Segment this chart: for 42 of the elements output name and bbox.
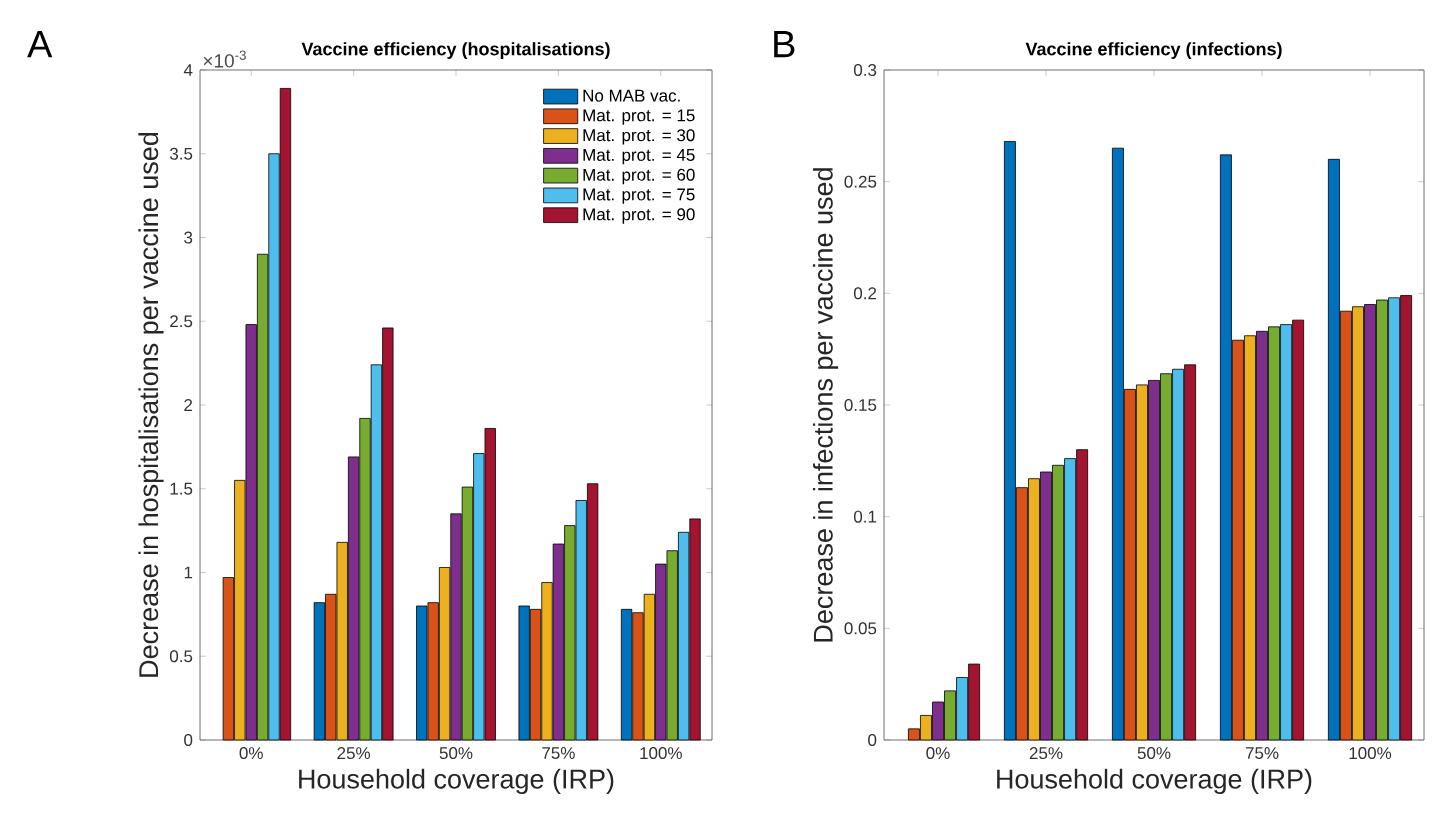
x-axis-title: Household coverage (IRP) [299, 768, 614, 795]
y-tick-label: 0 [868, 734, 877, 747]
y-tick-label: 0.05 [844, 622, 877, 635]
legend-label: Mat. prot. = 30 [583, 129, 695, 145]
y-tick-label: 1.5 [170, 482, 193, 495]
x-tick-label: 0% [926, 747, 950, 760]
x-axis-title: Household coverage (IRP) [997, 768, 1312, 795]
x-tick-label: 50% [1137, 747, 1171, 760]
legend-label: No MAB vac. [583, 89, 680, 102]
y-tick-label: 1 [184, 566, 193, 579]
y-tick-label: 0.1 [853, 510, 877, 523]
x-tick-label: 25% [337, 747, 371, 760]
x-tick-label: 100% [1349, 747, 1392, 760]
y-tick-label: 0 [184, 734, 193, 747]
y-tick-label: 2.5 [170, 315, 193, 328]
y-tick-label: 3 [184, 231, 193, 244]
y-tick-label: 0.2 [853, 287, 877, 300]
y-axis-title: Decrease in hospitalisations per vaccine used [138, 132, 164, 677]
y-tick-label: 3.5 [169, 147, 193, 160]
y-tick-label: 4 [183, 64, 193, 76]
y-tick-label: 0.3 [853, 63, 877, 77]
legend-label: Mat. prot. = 60 [583, 168, 695, 185]
y-tick-label: 0.15 [844, 398, 877, 412]
x-tick-label: 75% [1245, 747, 1279, 760]
y-tick-label: 2 [184, 399, 193, 411]
y-tick-label: 0.5 [169, 650, 193, 663]
x-tick-label: 0% [239, 747, 263, 760]
y-axis-title: Decrease in infections per vaccine used [812, 168, 839, 642]
text: B [774, 31, 795, 58]
chart-title: Vaccine efficiency (infections) [1025, 42, 1282, 59]
chart-title: Vaccine efficiency (hospitalisations) [301, 42, 610, 59]
legend-label: Mat. prot. = 15 [583, 109, 695, 125]
x-tick-label: 75% [542, 747, 575, 760]
text: ×10$^{-3}$ [203, 50, 246, 68]
x-tick-label: 100% [640, 747, 682, 760]
legend-label: Mat. prot. = 90 [583, 208, 695, 224]
x-tick-label: 50% [439, 747, 473, 760]
legend-label: Mat. prot. = 45 [583, 149, 695, 165]
text: A [27, 31, 53, 58]
legend-label: Mat. prot. = 75 [583, 188, 695, 204]
y-tick-label: 0.25 [844, 175, 877, 188]
x-tick-label: 25% [1029, 747, 1063, 760]
